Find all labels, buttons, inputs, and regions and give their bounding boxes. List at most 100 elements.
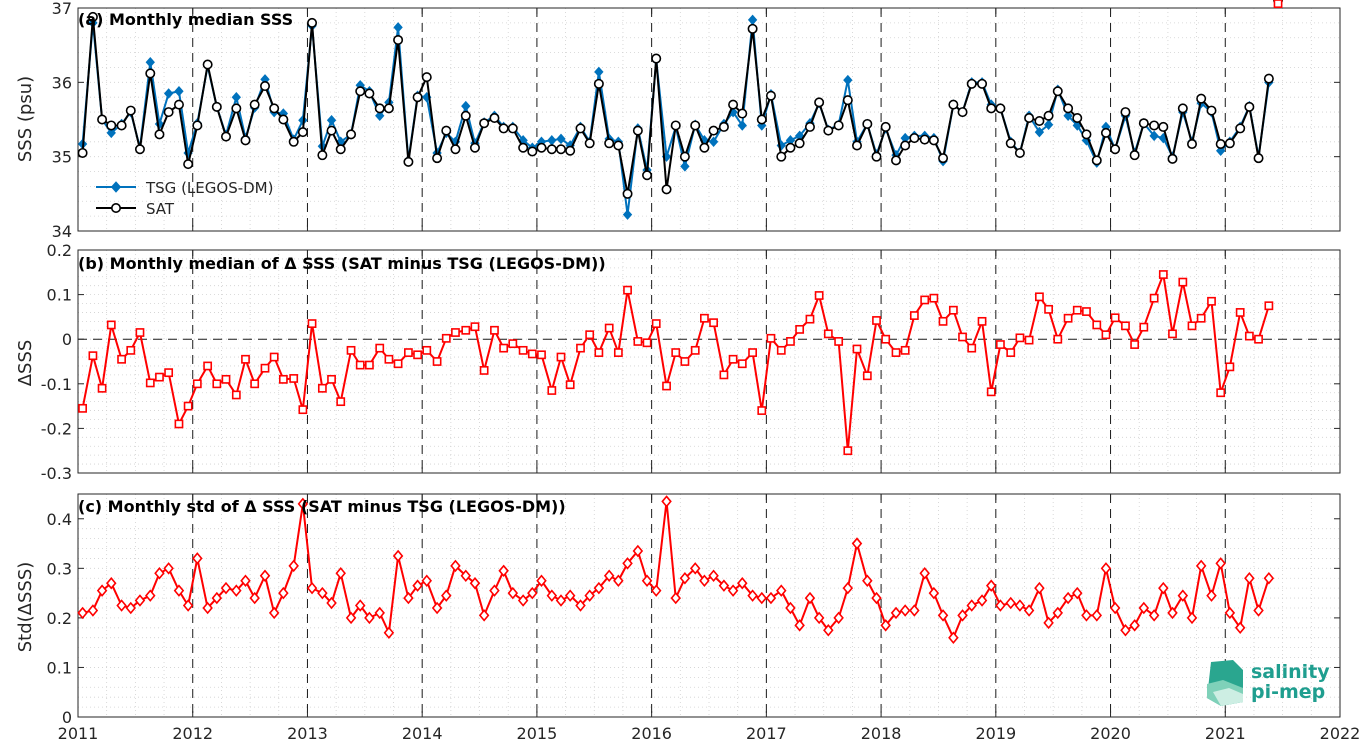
data-point xyxy=(365,360,374,370)
data-point xyxy=(1024,113,1035,124)
data-point xyxy=(1215,557,1226,570)
data-point xyxy=(1120,624,1131,637)
data-point xyxy=(593,78,604,89)
x-tick-label: 2022 xyxy=(1320,724,1361,743)
data-point xyxy=(460,110,471,121)
data-point xyxy=(623,285,632,295)
data-point xyxy=(1206,589,1217,602)
data-point xyxy=(613,574,624,587)
data-point xyxy=(900,345,910,355)
data-point xyxy=(335,567,346,580)
data-point xyxy=(518,345,528,355)
data-point xyxy=(1206,105,1217,116)
data-point xyxy=(450,144,461,155)
data-point xyxy=(412,92,423,103)
data-point xyxy=(1063,103,1074,114)
data-point xyxy=(690,345,700,355)
data-point xyxy=(565,380,575,390)
data-point xyxy=(747,589,758,602)
data-point xyxy=(547,135,557,146)
data-point xyxy=(134,144,145,155)
data-point xyxy=(1035,292,1044,302)
data-point xyxy=(145,57,155,68)
data-point xyxy=(794,619,805,632)
data-point xyxy=(249,99,260,110)
data-point xyxy=(1138,601,1150,615)
data-point xyxy=(613,348,623,357)
data-point xyxy=(546,589,558,602)
series-line xyxy=(82,500,1270,639)
data-point xyxy=(126,345,136,355)
data-point xyxy=(966,599,977,612)
data-point xyxy=(106,120,117,131)
data-point xyxy=(727,584,739,597)
data-point xyxy=(289,374,299,383)
data-point xyxy=(765,90,776,101)
data-point xyxy=(1063,313,1073,323)
x-tick-label: 2021 xyxy=(1205,724,1246,743)
data-point xyxy=(690,120,701,131)
data-point xyxy=(469,142,480,153)
data-point xyxy=(421,574,433,587)
data-point xyxy=(421,72,432,83)
panel-b: -0.3 -0.2 -0.1 0 0.1 0.2 xyxy=(41,0,1341,483)
data-point xyxy=(1224,138,1235,149)
data-point xyxy=(651,319,661,328)
data-point xyxy=(881,334,891,344)
y-tick-label: 0 xyxy=(62,708,72,727)
data-point xyxy=(1081,609,1092,622)
data-point xyxy=(650,584,662,597)
data-point xyxy=(77,147,88,158)
legend-sat-marker xyxy=(111,203,122,214)
data-point xyxy=(843,446,853,456)
data-point xyxy=(1149,293,1159,303)
legend-tsg-label: TSG (LEGOS-DM) xyxy=(145,179,273,197)
data-point xyxy=(1034,581,1045,595)
panel-c-series-0 xyxy=(78,496,1275,644)
data-point xyxy=(670,120,681,131)
data-point xyxy=(211,591,223,605)
y-tick-label: 37 xyxy=(52,0,72,18)
data-point xyxy=(1024,335,1034,345)
data-point xyxy=(517,594,529,607)
data-point xyxy=(240,574,251,587)
data-point xyxy=(354,599,366,612)
data-point xyxy=(1254,334,1263,344)
data-point xyxy=(403,156,414,167)
data-point xyxy=(632,544,644,558)
data-point xyxy=(880,619,891,632)
panel-a-ylabel: SSS (psu) xyxy=(15,76,36,162)
data-point xyxy=(527,586,538,600)
data-point xyxy=(547,386,557,395)
data-point xyxy=(1234,621,1246,635)
data-point xyxy=(613,140,624,151)
data-point xyxy=(364,611,375,625)
data-point xyxy=(212,379,222,389)
data-point xyxy=(651,53,662,64)
data-point xyxy=(192,120,203,131)
data-point xyxy=(145,68,156,79)
panel-b-frame xyxy=(77,249,1341,474)
y-tick-label: 35 xyxy=(52,148,72,167)
data-point xyxy=(776,151,787,162)
data-point xyxy=(450,559,461,573)
data-point xyxy=(1043,616,1054,630)
data-point xyxy=(1225,362,1235,372)
data-point xyxy=(346,345,356,355)
data-point xyxy=(527,349,537,359)
x-tick-label: 2016 xyxy=(631,724,672,743)
series-line xyxy=(81,273,1270,452)
data-point xyxy=(718,579,730,592)
data-point xyxy=(134,594,146,607)
data-point xyxy=(872,316,881,325)
data-point xyxy=(756,114,767,125)
data-point xyxy=(269,352,279,362)
data-point xyxy=(708,125,719,136)
data-point xyxy=(192,552,203,565)
data-point xyxy=(182,599,194,612)
data-point xyxy=(593,581,605,595)
data-point xyxy=(1187,139,1198,150)
data-point xyxy=(1167,153,1178,164)
data-point xyxy=(241,354,250,364)
data-point xyxy=(1110,144,1121,155)
